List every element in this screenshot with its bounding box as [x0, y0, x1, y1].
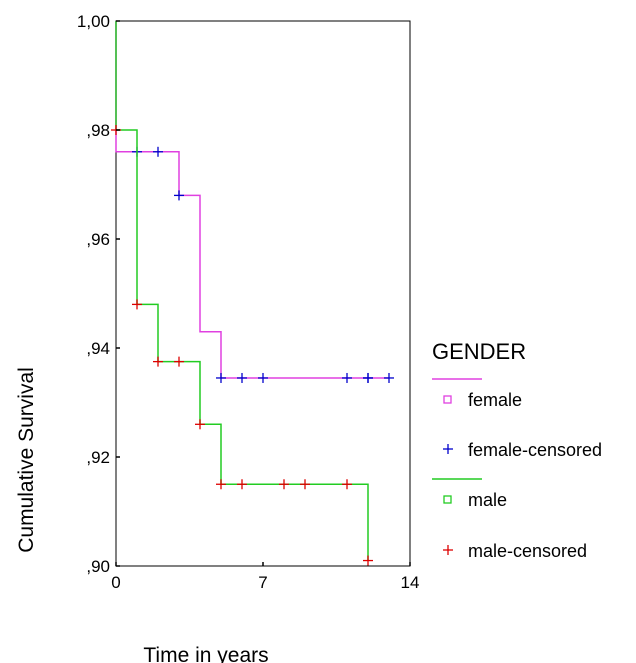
- legend-square-swatch: [443, 495, 452, 504]
- male-censor-mark: [174, 356, 184, 367]
- male-censor-mark: [237, 479, 247, 490]
- female-censor-mark: [363, 372, 373, 383]
- x-tick-label: 7: [258, 573, 267, 592]
- legend-square-swatch: [443, 395, 452, 404]
- y-tick-label: ,98: [86, 121, 110, 140]
- y-tick-label: ,94: [86, 339, 110, 358]
- y-tick-label: ,92: [86, 448, 110, 467]
- legend-censor-swatch: [443, 444, 453, 454]
- legend-label: female-censored: [468, 440, 602, 460]
- legend-title: GENDER: [432, 339, 526, 364]
- legend-label: male-censored: [468, 541, 587, 561]
- y-tick-label: ,96: [86, 230, 110, 249]
- female-censor-mark: [174, 190, 184, 201]
- legend-entry-female-censored: female-censored: [443, 440, 602, 460]
- x-tick-label: 14: [401, 573, 420, 592]
- legend-entry-male-censored: male-censored: [443, 541, 587, 561]
- legend-entry-female: female: [432, 378, 522, 410]
- male-censor-mark: [153, 356, 163, 367]
- male-censor-mark: [342, 479, 352, 490]
- female-censor-mark: [153, 146, 163, 157]
- y-axis-title: Cumulative Survival: [15, 367, 38, 553]
- male-censor-mark: [132, 299, 142, 310]
- legend-censor-swatch: [443, 545, 453, 555]
- y-tick-label: 1,00: [77, 12, 110, 31]
- legend: GENDER female female-censored male male-cen…: [432, 339, 602, 561]
- female-censor-mark: [384, 372, 394, 383]
- x-tick-label: 0: [111, 573, 120, 592]
- x-axis-title: Time in years: [143, 644, 268, 663]
- legend-entry-male: male: [432, 478, 507, 510]
- female-censor-mark: [342, 372, 352, 383]
- male-censor-mark: [300, 479, 310, 490]
- female-censor-mark: [258, 372, 268, 383]
- male-censor-mark: [363, 555, 373, 566]
- legend-label: female: [468, 390, 522, 410]
- male-censor-mark: [195, 419, 205, 430]
- legend-label: male: [468, 490, 507, 510]
- female-censor-mark: [216, 372, 226, 383]
- male-censor-mark: [279, 479, 289, 490]
- male-censor-mark: [216, 479, 226, 490]
- female-survival-line: [115, 21, 389, 379]
- y-tick-label: ,90: [86, 557, 110, 576]
- female-censor-mark: [237, 372, 247, 383]
